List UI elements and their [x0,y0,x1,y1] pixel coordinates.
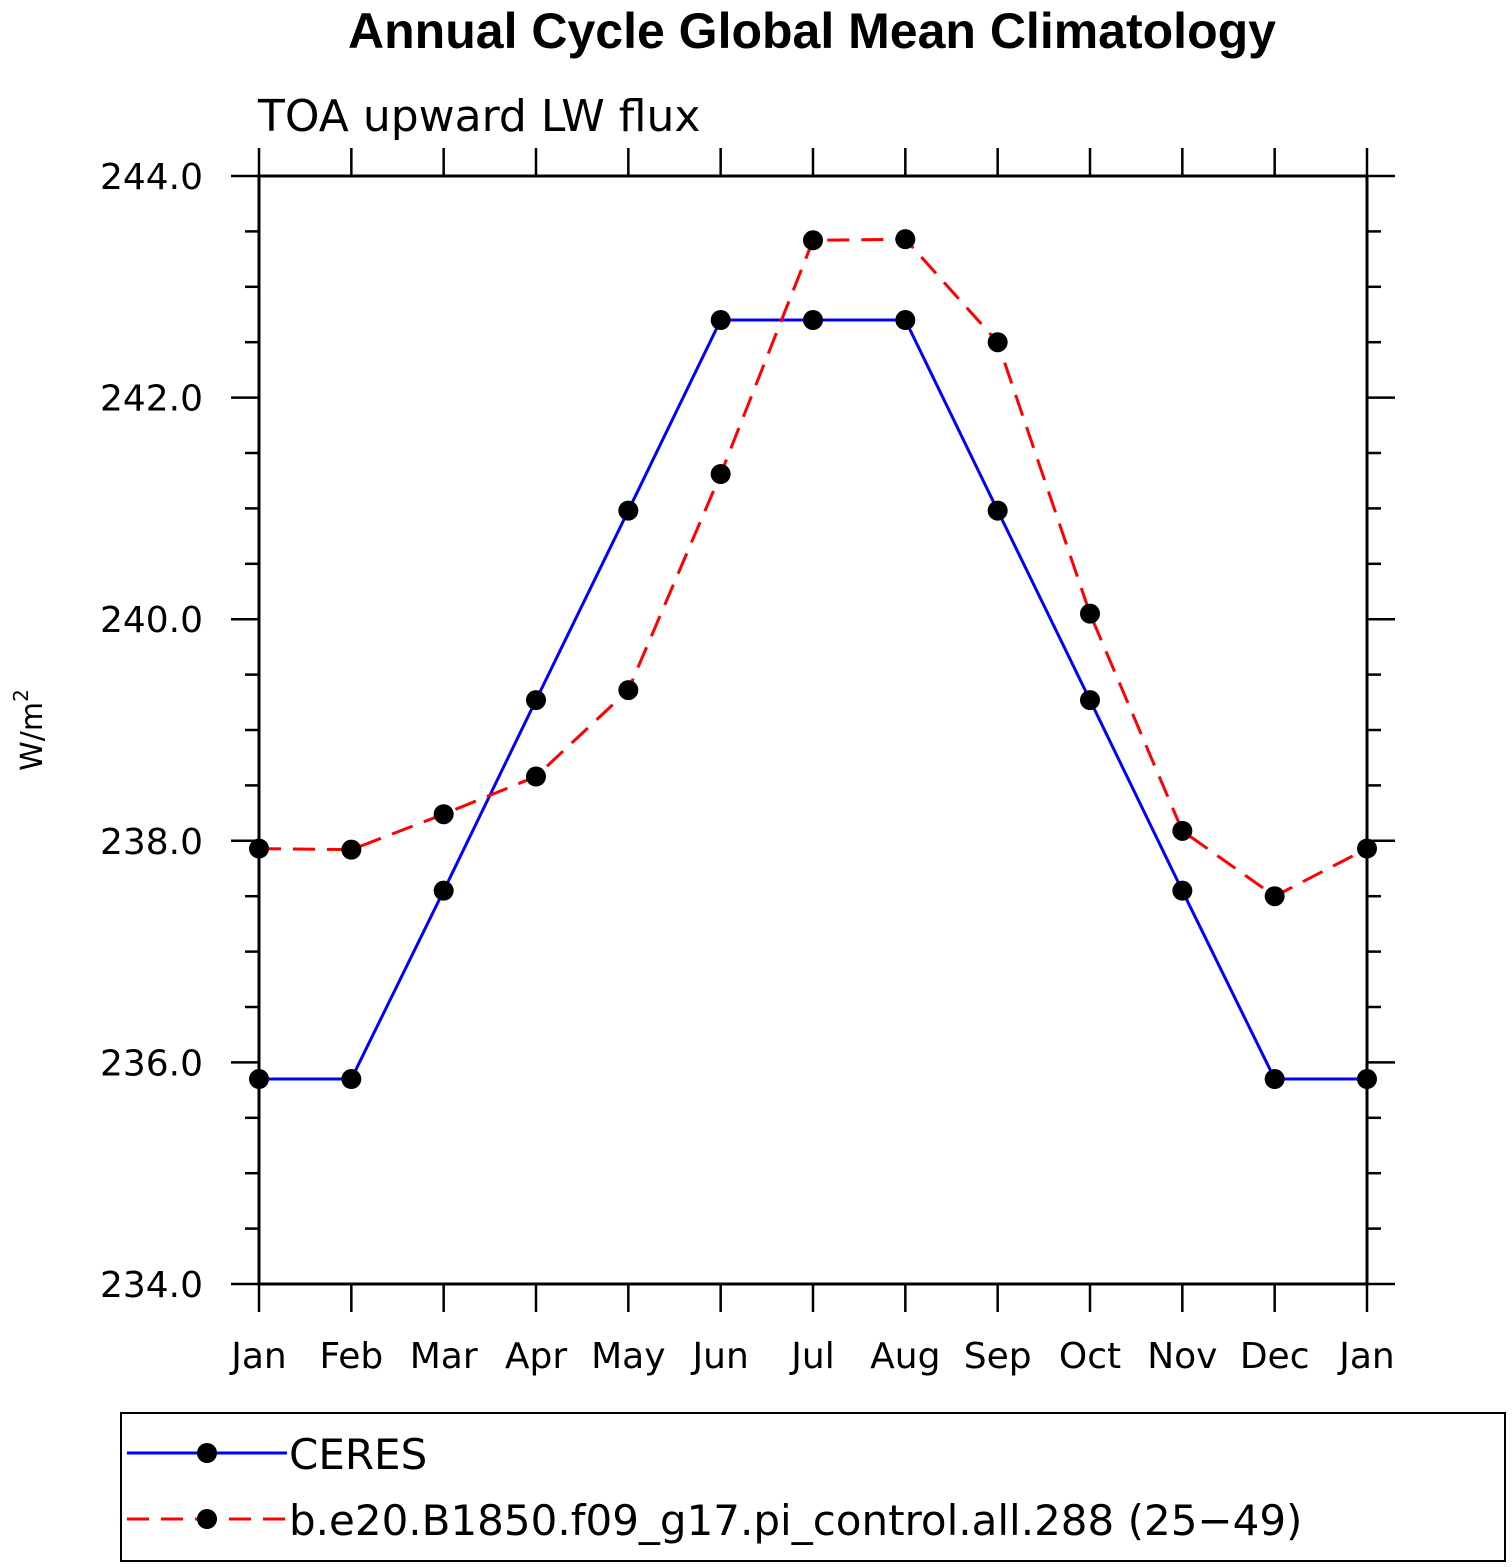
series-point-0 [895,310,916,331]
series-point-0 [526,690,546,711]
x-tick-label: Jan [229,1336,287,1377]
chart-title: Annual Cycle Global Mean Climatology [348,3,1276,59]
series-point-1 [618,680,639,701]
series-point-1 [1080,603,1100,624]
series-point-0 [1080,690,1100,711]
series-point-0 [987,500,1008,521]
series-point-0 [1357,1069,1377,1090]
series-point-1 [1172,820,1193,841]
series-point-1 [710,464,731,485]
x-tick-label: Dec [1240,1336,1310,1377]
x-tick-labels: Jan Feb Mar Apr May Jun Jul Aug Sep Oct Nov Dec Jan [229,1336,1395,1377]
series-point-1 [249,838,269,859]
series-point-1 [341,839,362,860]
x-tick-label: Jun [691,1336,749,1377]
series-point-0 [433,880,454,901]
y-axis-label-unit: W/m [15,702,50,771]
plot-frame [257,174,1369,1286]
legend-box [120,1412,1506,1562]
legend-label-model: b.e20.B1850.f09_g17.pi_control.all.288 (… [289,1496,1302,1545]
series-point-1 [1264,886,1285,907]
y-axis-label-superscript: 2 [9,689,33,702]
x-tick-label: Aug [870,1336,940,1377]
chart-subtitle: TOA upward LW flux [257,91,700,142]
legend-label-ceres: CERES [289,1430,427,1479]
series-layer [249,229,1377,1090]
y-tick-labels: 234.0 236.0 238.0 240.0 242.0 244.0 [100,157,203,1306]
series-point-0 [1172,880,1193,901]
y-axis-label: W/m2 [9,689,50,771]
series-point-1 [803,230,823,251]
legend-marker-model [197,1509,217,1529]
series-point-0 [618,500,639,521]
series-point-0 [341,1069,362,1090]
legend-entry-ceres: CERES [127,1430,427,1479]
series-line-1 [258,237,1368,898]
x-tick-label: Oct [1059,1336,1121,1377]
y-tick-label: 238.0 [100,822,203,863]
series-point-0 [1264,1069,1285,1090]
y-tick-label: 240.0 [100,600,203,641]
y-tick-label: 236.0 [100,1043,203,1084]
series-point-1 [433,804,454,825]
y-tick-label: 234.0 [100,1265,203,1306]
x-tick-label: Apr [505,1336,567,1377]
series-point-0 [803,310,823,331]
axis-ticks [231,148,1395,1312]
x-tick-label: Sep [964,1336,1032,1377]
x-tick-label: May [591,1336,665,1377]
x-tick-label: Jul [789,1336,834,1377]
series-point-1 [526,766,546,787]
series-point-1 [987,332,1008,353]
series-line-0 [259,318,1367,1081]
y-tick-label: 244.0 [100,157,203,198]
x-tick-label: Mar [410,1336,478,1377]
legend-marker-ceres [197,1443,217,1463]
x-tick-label: Nov [1147,1336,1217,1377]
legend-entry-model: b.e20.B1850.f09_g17.pi_control.all.288 (… [127,1496,1302,1545]
x-tick-label: Feb [319,1336,383,1377]
y-tick-label: 242.0 [100,379,203,420]
x-tick-label: Jan [1337,1336,1395,1377]
series-point-0 [249,1069,269,1090]
series-point-1 [895,229,916,250]
series-point-0 [710,310,731,331]
series-point-1 [1357,838,1377,859]
